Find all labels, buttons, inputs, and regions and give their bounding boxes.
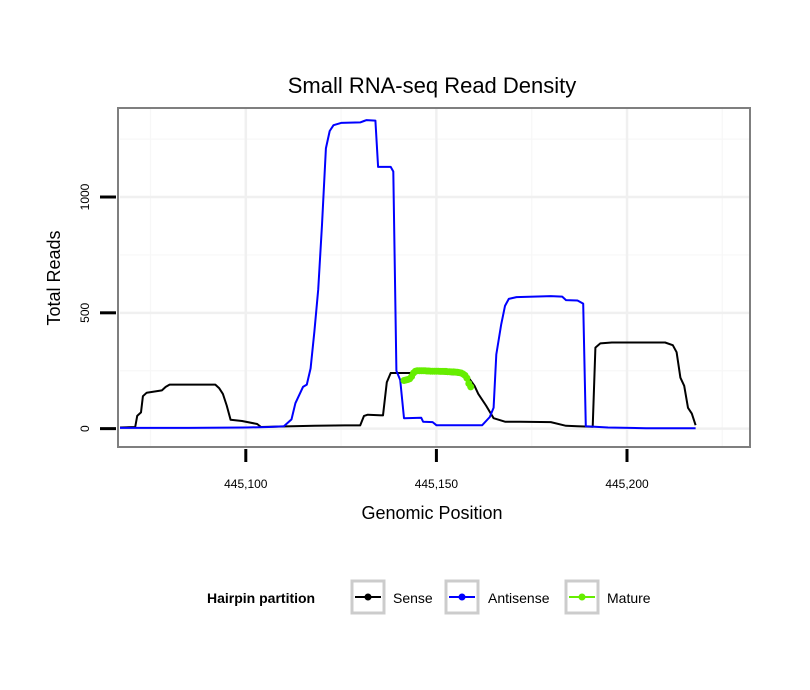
- legend-title: Hairpin partition: [207, 590, 315, 606]
- y-axis: 0 500 1000: [78, 183, 116, 432]
- series-layer: [119, 119, 697, 430]
- series-line-sense: [119, 341, 697, 429]
- y-tick-label: 0: [78, 425, 92, 432]
- legend: Hairpin partition Sense Antisense Mature: [207, 579, 651, 615]
- plot-panel: [117, 107, 751, 448]
- x-axis: 445,100 445,150 445,200: [224, 449, 649, 491]
- x-tick-label: 445,100: [224, 477, 268, 491]
- series-line-antisense: [120, 119, 696, 430]
- x-axis-title: Genomic Position: [361, 503, 502, 523]
- series-sense: [119, 341, 697, 429]
- y-axis-title: Total Reads: [44, 230, 64, 325]
- data-point-mature: [467, 383, 475, 391]
- y-tick-label: 1000: [78, 183, 92, 210]
- legend-label-sense: Sense: [393, 590, 433, 606]
- legend-label-mature: Mature: [607, 590, 651, 606]
- series-mature: [400, 367, 475, 391]
- legend-label-antisense: Antisense: [488, 590, 550, 606]
- x-tick-label: 445,200: [605, 477, 649, 491]
- legend-marker-mature: [578, 593, 586, 601]
- legend-marker-sense: [364, 593, 372, 601]
- chart-title: Small RNA-seq Read Density: [288, 73, 577, 98]
- y-tick-label: 500: [78, 302, 92, 322]
- data-point-mature: [463, 374, 471, 382]
- x-tick-label: 445,150: [415, 477, 459, 491]
- legend-marker-antisense: [458, 593, 466, 601]
- series-antisense: [120, 119, 696, 430]
